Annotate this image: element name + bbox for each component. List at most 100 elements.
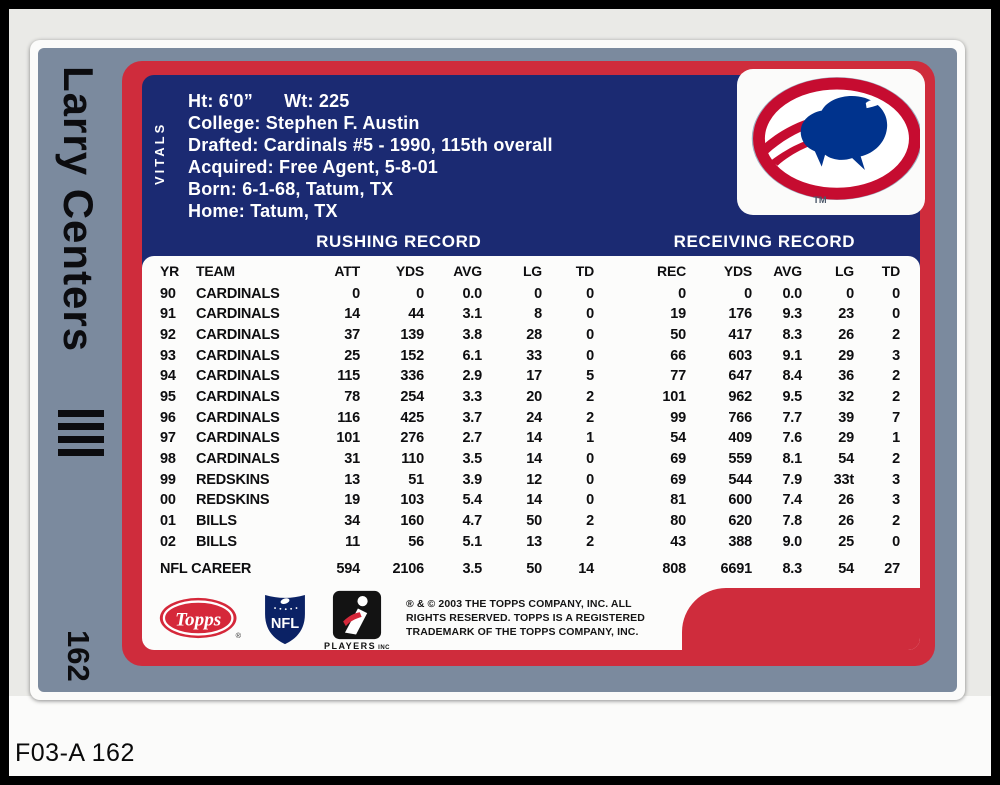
stat-cell: 0: [586, 285, 594, 302]
stats-header-row: YR TEAM ATT YDS AVG LG TD REC YDS AVG LG TD: [158, 261, 906, 284]
players-inc-icon: [332, 590, 382, 639]
stat-cell: 3.3: [462, 389, 482, 406]
stat-cell: 7.9: [782, 471, 802, 488]
stat-cell: 0: [586, 306, 594, 323]
stat-cell: 2: [892, 326, 900, 343]
stat-cell: 101: [662, 389, 686, 406]
col-header: TD: [575, 263, 594, 279]
stat-cell: 23: [838, 306, 854, 323]
players-inc-block: PLAYERS INC: [324, 590, 390, 650]
stat-cell: 600: [728, 492, 752, 509]
stat-cell: CARDINALS: [196, 389, 280, 406]
team-logo-box: TM: [737, 69, 925, 215]
col-header: TD: [881, 263, 900, 279]
stat-cell: 7.7: [782, 409, 802, 426]
stat-cell: 0.0: [782, 285, 802, 302]
stat-cell: 24: [526, 409, 542, 426]
table-row: 95 CARDINALS 78 254 3.3 20 2 101 962 9.5 32 2: [158, 387, 906, 408]
stat-cell: 0: [892, 306, 900, 323]
stat-cell: 7.4: [782, 492, 802, 509]
stat-cell: 0.0: [462, 285, 482, 302]
career-row: NFL CAREER 594 2106 3.5 50 14 808 6691 8.3 54 27: [158, 553, 906, 580]
col-header: ATT: [334, 263, 360, 279]
stat-cell: 36: [838, 368, 854, 385]
table-row: 99 REDSKINS 13 51 3.9 12 0 69 544 7.9 33t 3: [158, 470, 906, 491]
stat-cell: 0: [678, 285, 686, 302]
stat-cell: 02: [160, 533, 176, 550]
stat-cell: BILLS: [196, 513, 237, 530]
stat-cell: 43: [670, 533, 686, 550]
stat-cell: 69: [670, 471, 686, 488]
stat-cell: 33t: [833, 471, 855, 488]
topps-logo-icon: Topps ®: [159, 597, 242, 640]
stat-cell: 96: [160, 409, 176, 426]
stat-cell: 1: [892, 430, 900, 447]
vitals-line: Ht: 6'0” Wt: 225: [188, 91, 350, 111]
table-row: 92 CARDINALS 37 139 3.8 28 0 50 417 8.3 26 2: [158, 325, 906, 346]
stat-cell: 26: [838, 326, 854, 343]
stat-cell: 95: [160, 389, 176, 406]
stat-cell: 25: [838, 533, 854, 550]
vitals-lines: Ht: 6'0” Wt: 225 College: Stephen F. Aust…: [188, 90, 920, 222]
stat-cell: CARDINALS: [196, 306, 280, 323]
stat-cell: 0: [586, 326, 594, 343]
stat-cell: 0: [744, 285, 752, 302]
table-row: 96 CARDINALS 116 425 3.7 24 2 99 766 7.7 39 7: [158, 408, 906, 429]
stat-cell: 5.1: [462, 533, 482, 550]
players-label: PLAYERS: [323, 640, 377, 651]
stat-cell: 90: [160, 285, 176, 302]
stat-cell: 176: [728, 306, 752, 323]
stat-cell: 620: [728, 513, 752, 530]
stat-cell: 6.1: [462, 347, 482, 364]
vitals-line: Drafted: Cardinals #5 - 1990, 115th over…: [188, 135, 553, 155]
stat-cell: 8.3: [782, 560, 802, 577]
stat-cell: 0: [586, 471, 594, 488]
vitals-line: Acquired: Free Agent, 5-8-01: [188, 157, 438, 177]
stat-cell: 5: [586, 368, 594, 385]
stat-cell: 8.1: [782, 451, 802, 468]
stat-cell: 12: [526, 471, 542, 488]
stat-cell: 139: [400, 326, 424, 343]
career-label: NFL CAREER: [160, 560, 252, 577]
stat-cell: 92: [160, 326, 176, 343]
table-row: 90 CARDINALS 0 0 0.0 0 0 0 0 0.0 0 0: [158, 284, 906, 305]
stat-cell: CARDINALS: [196, 430, 280, 447]
copyright-line: TRADEMARK OF THE TOPPS COMPANY, INC.: [406, 626, 639, 638]
stat-cell: 603: [728, 347, 752, 364]
stat-cell: REDSKINS: [196, 492, 270, 509]
stat-cell: 0: [416, 285, 424, 302]
table-row: 01 BILLS 34 160 4.7 50 2 80 620 7.8 26 2: [158, 512, 906, 533]
stat-cell: 81: [670, 492, 686, 509]
col-header: LG: [522, 263, 542, 279]
stat-cell: 6691: [720, 560, 753, 577]
stat-cell: 00: [160, 492, 176, 509]
stat-cell: 276: [400, 430, 424, 447]
stat-cell: 7.8: [782, 513, 802, 530]
stat-cell: 5.4: [462, 492, 482, 509]
stat-cell: 103: [400, 492, 424, 509]
stat-cell: CARDINALS: [196, 409, 280, 426]
red-corner-notch: [682, 588, 920, 650]
stat-cell: 29: [838, 347, 854, 364]
stat-cell: 31: [344, 451, 360, 468]
card-content: VITALS Ht: 6'0” Wt: 225 College: Stephen …: [142, 69, 925, 650]
stat-cell: 99: [670, 409, 686, 426]
stripe: [58, 436, 104, 443]
stat-cell: 3.7: [462, 409, 482, 426]
stripe: [58, 410, 104, 417]
trademark-text: TM: [813, 195, 827, 205]
stat-cell: 54: [838, 451, 854, 468]
stat-cell: 97: [160, 430, 176, 447]
stat-cell: 594: [336, 560, 360, 577]
copyright-line: RIGHTS RESERVED. TOPPS IS A REGISTERED: [406, 612, 645, 624]
stat-cell: 0: [352, 285, 360, 302]
stat-cell: 4.7: [462, 513, 482, 530]
stat-cell: 2106: [392, 560, 425, 577]
stat-cell: 544: [728, 471, 752, 488]
players-inc-label: INC: [378, 644, 391, 651]
stat-cell: CARDINALS: [196, 326, 280, 343]
stat-cell: 2: [892, 368, 900, 385]
stat-cell: 766: [728, 409, 752, 426]
stat-cell: 56: [408, 533, 424, 550]
stat-cell: 19: [344, 492, 360, 509]
